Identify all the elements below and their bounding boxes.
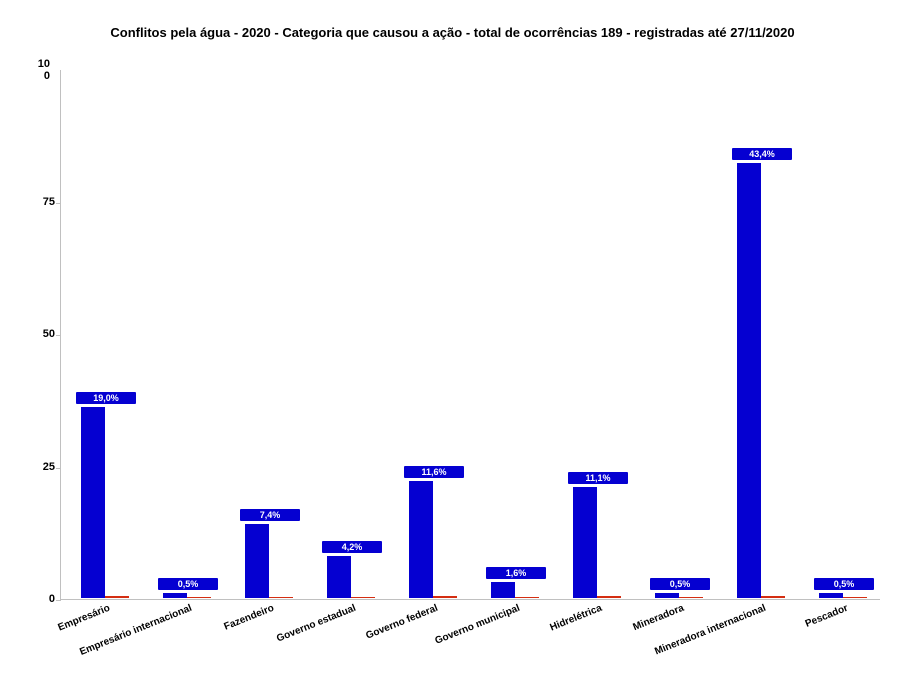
bar-secondary	[761, 596, 785, 598]
bar-primary	[327, 556, 351, 598]
bar-value-label: 43,4%	[732, 148, 792, 160]
y-tick-label: 25	[20, 461, 55, 473]
bar-value-label: 19,0%	[76, 392, 136, 404]
bar-primary	[819, 593, 843, 598]
y-axis-top-label: 100	[20, 58, 50, 82]
bar-primary	[737, 163, 761, 598]
bar-primary	[163, 593, 187, 598]
bar-secondary	[433, 596, 457, 598]
x-category-label: Governo estadual	[275, 603, 357, 645]
bar-secondary	[351, 597, 375, 598]
y-tick-label: 75	[20, 196, 55, 208]
bar-value-label: 0,5%	[158, 578, 218, 590]
bar-secondary	[679, 597, 703, 598]
bar-value-label: 0,5%	[814, 578, 874, 590]
plot-area: 19,0%Empresário0,5%Empresário internacio…	[60, 70, 880, 600]
bar-secondary	[597, 596, 621, 598]
y-tick	[56, 468, 61, 469]
bar-primary	[491, 582, 515, 598]
chart-title: Conflitos pela água - 2020 - Categoria q…	[0, 25, 905, 40]
x-category-label: Empresário	[56, 603, 111, 634]
x-category-label: Hidrelétrica	[548, 603, 603, 634]
x-category-label: Fazendeiro	[223, 603, 276, 633]
bar-value-label: 4,2%	[322, 541, 382, 553]
bar-primary	[245, 524, 269, 598]
y-tick-label: 50	[20, 328, 55, 340]
bar-value-label: 7,4%	[240, 509, 300, 521]
bar-value-label: 1,6%	[486, 567, 546, 579]
bar-secondary	[105, 596, 129, 598]
bar-secondary	[843, 597, 867, 598]
y-tick	[56, 600, 61, 601]
x-category-label: Mineradora	[632, 603, 686, 633]
bar-secondary	[187, 597, 211, 598]
bar-secondary	[269, 597, 293, 598]
x-category-label: Governo federal	[364, 603, 439, 642]
bar-primary	[409, 481, 433, 598]
chart-container: Conflitos pela água - 2020 - Categoria q…	[0, 0, 905, 675]
bar-value-label: 0,5%	[650, 578, 710, 590]
bar-primary	[655, 593, 679, 598]
bar-value-label: 11,1%	[568, 472, 628, 484]
x-category-label: Pescador	[804, 603, 850, 630]
bar-primary	[81, 407, 105, 598]
y-tick-label: 0	[20, 593, 55, 605]
bar-primary	[573, 487, 597, 598]
bar-secondary	[515, 597, 539, 598]
y-tick	[56, 335, 61, 336]
x-category-label: Governo municipal	[434, 603, 522, 647]
y-tick	[56, 203, 61, 204]
bar-value-label: 11,6%	[404, 466, 464, 478]
